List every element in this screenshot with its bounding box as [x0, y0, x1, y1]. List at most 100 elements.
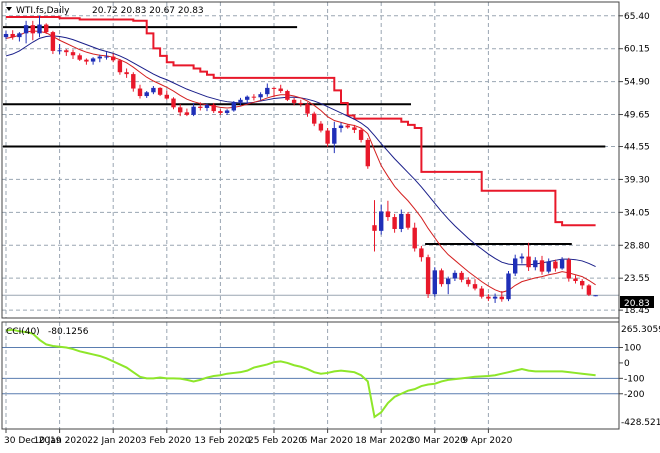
candle-body — [358, 129, 364, 140]
candle-body — [479, 288, 484, 297]
candle-body — [365, 139, 370, 167]
candle-body — [412, 227, 417, 249]
candle-body — [312, 113, 317, 124]
indicator-name: CCI(40) — [6, 327, 40, 337]
candle-body — [111, 56, 116, 61]
cci-tick-label: -200 — [624, 390, 645, 400]
candle-body — [50, 32, 56, 51]
candle-body — [399, 213, 404, 229]
date-tick-label: 22 Jan 2020 — [87, 436, 141, 446]
candle-body — [573, 278, 578, 282]
candle-body — [566, 259, 571, 279]
candle-body — [338, 125, 344, 129]
candle-body — [211, 104, 216, 112]
cci-tick-label: 0 — [624, 359, 630, 369]
candle-body — [198, 106, 203, 108]
candle-body — [10, 33, 15, 38]
candle-body — [37, 24, 42, 34]
candle-body — [157, 87, 163, 95]
candle-body — [439, 270, 444, 285]
candle-body — [533, 260, 538, 268]
candle-body — [124, 72, 129, 75]
candle-body — [23, 25, 29, 34]
trailing-stop-line — [6, 16, 596, 227]
price-tick-label: 18.45 — [624, 306, 650, 316]
candle-body — [224, 110, 230, 113]
candle-body — [332, 128, 337, 144]
current-price-label: 20.83 — [624, 299, 650, 309]
candle-body — [144, 92, 149, 97]
date-tick-label: 6 Mar 2020 — [302, 436, 354, 446]
date-tick-label: 30 Mar 2020 — [409, 436, 466, 446]
price-tick-label: 54.90 — [624, 78, 650, 88]
price-tick-label: 28.80 — [624, 241, 650, 251]
candle-body — [318, 123, 324, 131]
candle-body — [466, 279, 471, 285]
candle-body — [97, 56, 102, 59]
candle-body — [131, 74, 136, 89]
candle-body — [3, 33, 9, 38]
cci-tick-label: -100 — [624, 374, 645, 384]
candle-body — [559, 259, 565, 269]
candle-body — [446, 278, 451, 285]
candle-body — [519, 256, 525, 259]
fast-moving-average-line — [5, 30, 596, 293]
date-tick-label: 25 Feb 2020 — [248, 436, 304, 446]
candle-body — [553, 261, 558, 269]
candle-body — [271, 87, 277, 89]
candle-body — [305, 104, 310, 114]
dropdown-triangle-icon[interactable] — [6, 7, 12, 11]
date-tick-label: 13 Feb 2020 — [194, 436, 250, 446]
candle-body — [325, 130, 330, 144]
symbol-label: WTI.fs,Daily — [16, 6, 70, 16]
candle-body — [392, 217, 397, 229]
date-tick-label: 18 Mar 2020 — [355, 436, 412, 446]
price-tick-label: 44.55 — [624, 143, 650, 153]
candle-body — [459, 272, 464, 280]
candle-body — [204, 104, 210, 108]
candle-body — [291, 99, 297, 103]
candle-body — [405, 213, 411, 228]
candle-body — [191, 106, 196, 115]
candle-body — [385, 211, 391, 218]
date-tick-label: 10 Jan 2020 — [34, 436, 88, 446]
candle-body — [251, 96, 257, 98]
candle-body — [432, 270, 437, 295]
candle-body — [171, 98, 176, 108]
price-tick-label: 23.55 — [624, 274, 650, 284]
cci-lower-value: -428.521 — [621, 418, 660, 428]
candle-body — [151, 87, 156, 93]
candle-body — [278, 88, 283, 92]
candle-body — [17, 33, 22, 38]
candle-body — [546, 261, 551, 272]
candle-body — [379, 211, 384, 231]
date-tick-label: 9 Apr 2020 — [462, 436, 512, 446]
ohlc-readout: 20.72 20.83 20.67 20.83 — [92, 6, 204, 16]
candle-body — [486, 296, 491, 299]
candle-body — [345, 125, 350, 128]
candle-body — [586, 285, 592, 295]
cci-tick-label: 100 — [624, 343, 641, 353]
candle-body — [70, 52, 76, 56]
price-tick-label: 49.65 — [624, 111, 650, 121]
price-tick-label: 39.30 — [624, 175, 650, 185]
candle-body — [526, 256, 531, 268]
candle-body — [90, 58, 96, 62]
candle-body — [117, 60, 123, 73]
date-tick-label: 3 Feb 2020 — [141, 436, 192, 446]
candle-body — [506, 273, 511, 300]
candle-body — [44, 24, 49, 33]
cci-upper-value: 265.3059 — [621, 325, 660, 335]
candle-body — [231, 102, 236, 111]
candle-body — [178, 107, 183, 113]
candle-body — [265, 87, 270, 95]
candle-body — [593, 295, 598, 297]
candle-body — [513, 258, 518, 274]
current-price-tag — [620, 296, 654, 308]
candle-body — [298, 102, 303, 105]
candle-body — [245, 96, 250, 100]
cci-line — [5, 328, 596, 419]
candle-body — [137, 88, 143, 97]
